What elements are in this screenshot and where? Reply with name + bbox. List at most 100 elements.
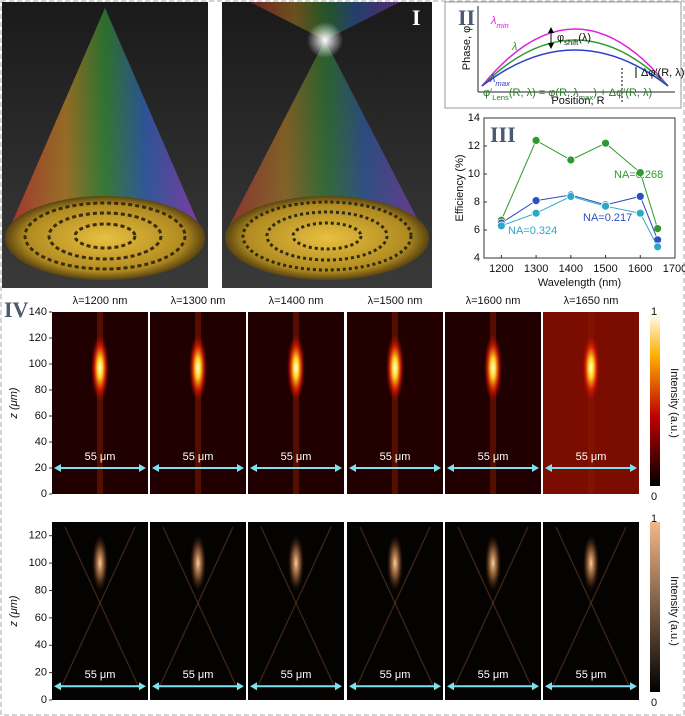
scale-arrow xyxy=(250,682,257,691)
data-point xyxy=(566,155,576,165)
intensity-map: 55 μm xyxy=(52,522,148,700)
scale-arrow xyxy=(447,682,454,691)
scale-arrow xyxy=(434,464,441,472)
scale-arrow xyxy=(139,682,146,691)
scale-arrow xyxy=(237,464,244,472)
scale-arrow xyxy=(335,682,342,691)
focal-spot xyxy=(386,333,404,402)
scale-arrow xyxy=(545,682,552,691)
beam-trace xyxy=(359,526,436,691)
wavelength-label: λ=1400 nm xyxy=(269,295,324,307)
y-tick-label: 80 xyxy=(35,384,47,396)
formula-part: φ′ xyxy=(483,87,492,99)
beam-trace xyxy=(255,526,332,691)
beam-trace xyxy=(457,526,534,691)
scale-arrow xyxy=(152,464,159,472)
scale-arrow xyxy=(152,682,159,691)
scale-arrow xyxy=(335,464,342,472)
shift-label-part: (λ) xyxy=(578,32,591,44)
curve-label-part: λ xyxy=(489,73,495,85)
panel-label: III xyxy=(490,122,516,147)
y-tick-label: 0 xyxy=(41,488,47,500)
y-tick-label: 60 xyxy=(35,410,47,422)
curve-label: λmax xyxy=(489,73,511,88)
y-tick-label: 14 xyxy=(468,112,480,124)
scale-bar-label: 55 μm xyxy=(85,669,116,681)
x-tick-label: 1400 xyxy=(559,263,583,275)
focal-spot xyxy=(485,535,501,592)
scale-bar-label: 55 μm xyxy=(281,451,312,463)
formula-part: (R, λ) = φ(R, λ xyxy=(509,87,579,99)
scale-bar-label: 55 μm xyxy=(478,451,509,463)
focal-spot xyxy=(91,333,109,402)
scale-bar-label: 55 μm xyxy=(380,669,411,681)
data-point xyxy=(531,208,541,218)
scale-arrow xyxy=(434,682,441,691)
y-tick-label: 100 xyxy=(29,358,47,370)
scale-arrow xyxy=(630,464,637,472)
colorbar-tick: 0 xyxy=(651,491,657,503)
beam-trace xyxy=(555,526,632,691)
intensity-map: 55 μm xyxy=(150,312,246,494)
scale-arrow xyxy=(630,682,637,691)
intensity-map: 55 μm xyxy=(445,522,541,700)
colorbar-label: Intensity (a.u.) xyxy=(668,576,680,646)
data-point xyxy=(653,224,663,234)
wavelength-label: λ=1200 nm xyxy=(73,295,128,307)
scale-bar-label: 55 μm xyxy=(478,669,509,681)
scale-arrow xyxy=(447,464,454,472)
data-point xyxy=(635,191,645,201)
x-tick-label: 1500 xyxy=(593,263,617,275)
x-tick-label: 1700 xyxy=(663,263,685,275)
y-tick-label: 4 xyxy=(474,252,480,264)
focal-spot xyxy=(582,333,600,402)
data-point xyxy=(601,201,610,211)
beam-trace xyxy=(260,526,337,691)
y-tick-label: 140 xyxy=(29,306,47,318)
scale-arrow xyxy=(237,682,244,691)
scale-arrow xyxy=(532,682,539,691)
scale-bar-label: 55 μm xyxy=(183,451,214,463)
data-point xyxy=(496,221,506,231)
series-label: NA=0.268 xyxy=(614,169,663,181)
y-tick-label: 20 xyxy=(35,667,47,679)
data-point xyxy=(635,208,645,218)
beam-trace xyxy=(452,526,529,691)
formula: φ′Lens(R, λ) = φ(R, λmax) + Δφ′(R, λ) xyxy=(483,87,652,102)
x-tick-label: 1200 xyxy=(489,263,513,275)
shift-label-part: φ xyxy=(557,32,564,44)
scale-bar-label: 55 μm xyxy=(183,669,214,681)
y-tick-label: 6 xyxy=(474,224,480,236)
curve-label-part: min xyxy=(496,21,508,30)
curve-label: λ xyxy=(511,41,517,53)
series-line xyxy=(501,194,659,240)
shift-label-part: shift xyxy=(564,38,579,47)
scale-bar-label: 55 μm xyxy=(380,451,411,463)
panel-label: IV xyxy=(4,297,29,322)
y-tick-label: 0 xyxy=(41,694,47,706)
scale-arrow xyxy=(532,464,539,472)
beam-trace xyxy=(64,526,141,691)
y-tick-label: 120 xyxy=(29,530,47,542)
focal-spot xyxy=(287,333,305,402)
y-tick-label: 12 xyxy=(468,140,480,152)
formula-part: max xyxy=(579,93,594,102)
wavelength-label: λ=1600 nm xyxy=(466,295,521,307)
axis-label: Phase, φ xyxy=(461,26,473,70)
wavelength-label: λ=1650 nm xyxy=(564,295,619,307)
scale-bar-label: 55 μm xyxy=(85,451,116,463)
colorbar xyxy=(650,312,660,486)
y-tick-label: 60 xyxy=(35,612,47,624)
colorbar-tick: 0 xyxy=(651,697,657,709)
phase-diagram xyxy=(444,1,682,109)
colorbar-tick: 1 xyxy=(651,306,657,318)
x-tick-label: 1600 xyxy=(628,263,652,275)
shift-label: φshift(λ) xyxy=(557,32,591,47)
scale-arrow xyxy=(54,682,61,691)
focal-spot xyxy=(387,535,403,592)
curve-label: λmin xyxy=(490,15,509,30)
panel-label: II xyxy=(458,5,475,30)
intensity-map: 55 μm xyxy=(347,312,443,494)
lens-illustration xyxy=(222,2,432,288)
